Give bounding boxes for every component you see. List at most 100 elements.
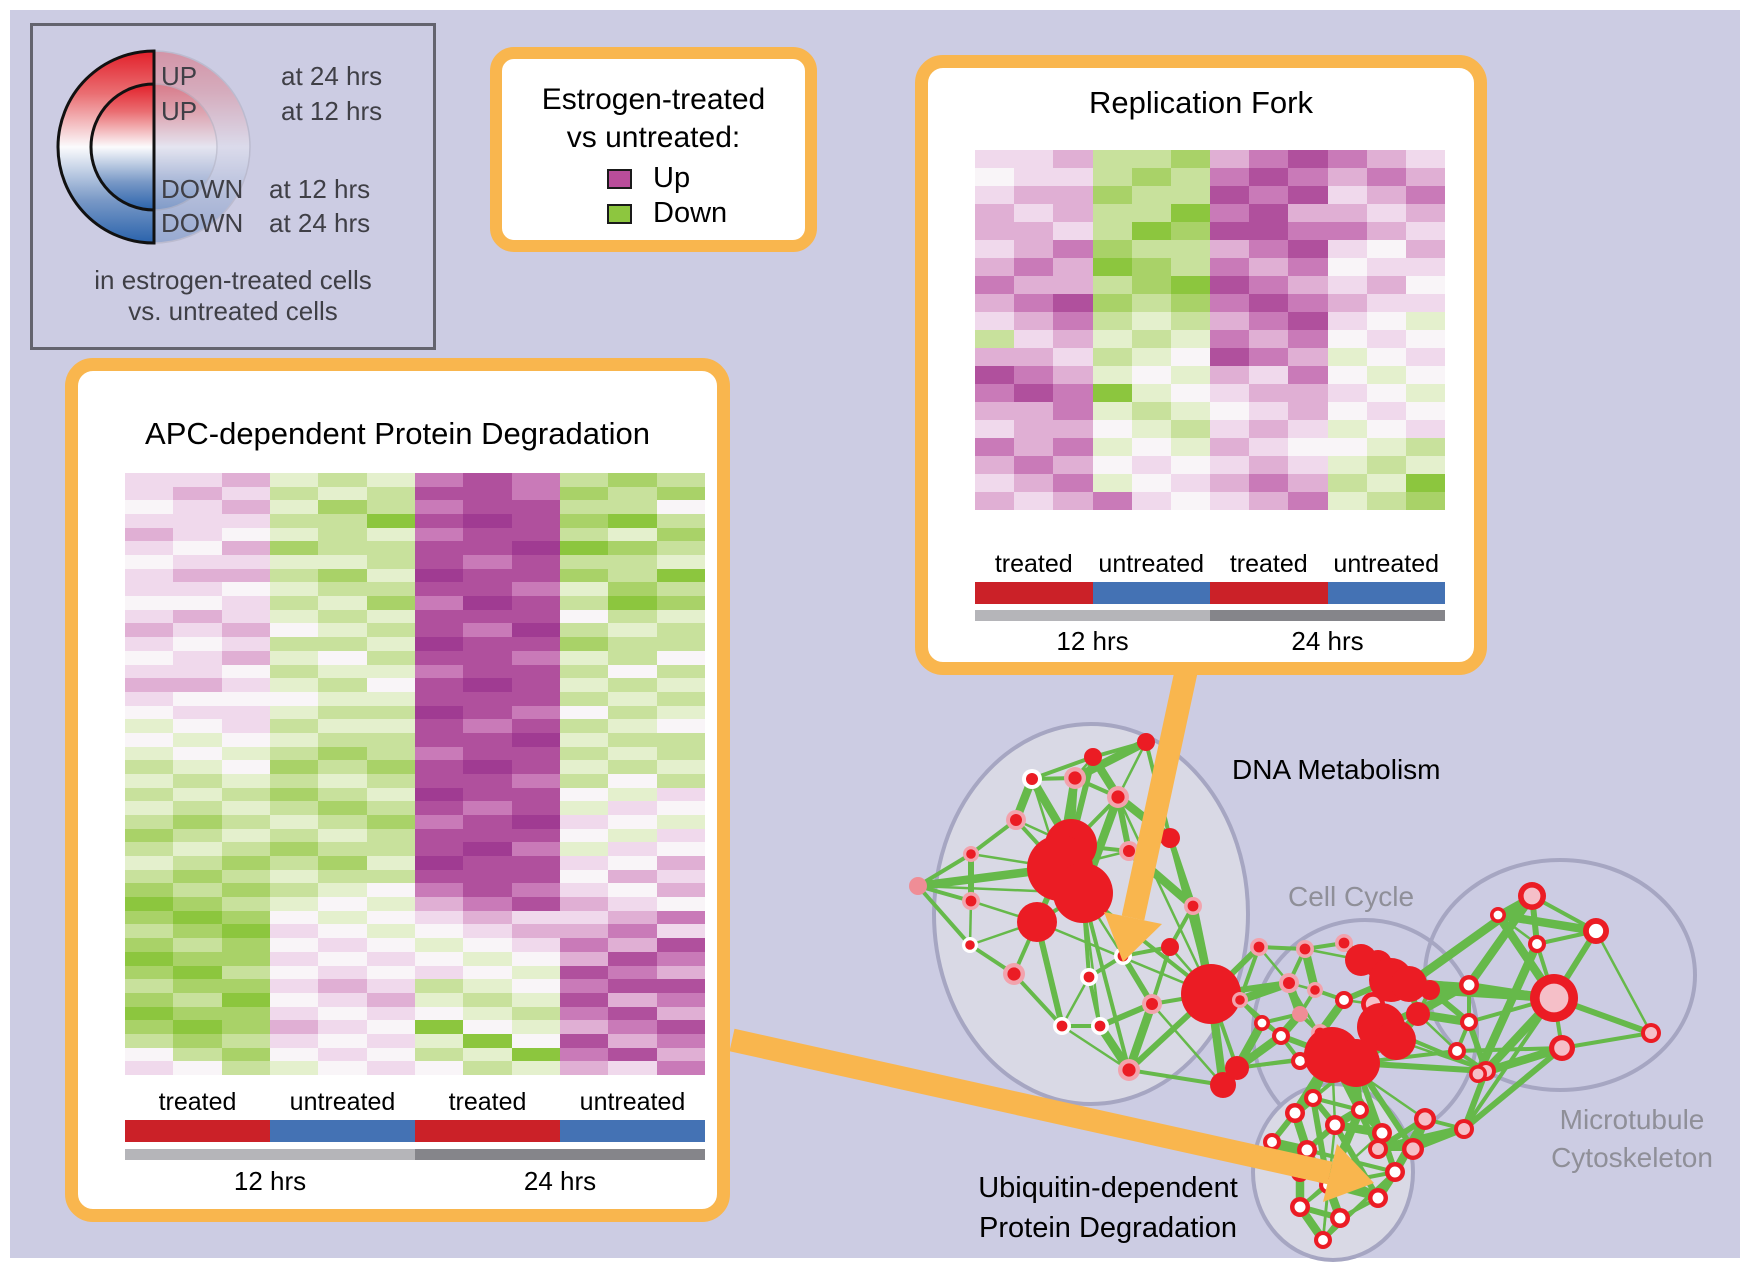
heatmap-cell — [1405, 222, 1445, 240]
heatmap-cell — [463, 732, 512, 747]
heatmap-cell — [318, 691, 367, 706]
heatmap-cell — [656, 965, 705, 980]
heatmap-cell — [366, 924, 415, 939]
heatmap-cell — [1288, 312, 1328, 330]
heatmap-cell — [656, 746, 705, 761]
heatmap-cell — [318, 650, 367, 665]
heatmap-cell — [1405, 402, 1445, 420]
heatmap-cell — [511, 500, 560, 515]
heatmap-cell — [366, 856, 415, 870]
heatmap-cell — [173, 705, 222, 720]
heatmap-cell — [975, 258, 1015, 276]
heatmap-cell — [125, 869, 174, 884]
heatmap-cell — [656, 514, 705, 528]
heatmap-cell — [1405, 384, 1445, 402]
heatmap-cell — [559, 746, 609, 761]
heatmap-cell — [269, 760, 319, 774]
heatmap-cell — [1053, 150, 1093, 168]
heatmap-cell — [608, 678, 657, 692]
network-edge — [1321, 1170, 1397, 1242]
heatmap-cell — [318, 555, 367, 569]
heatmap-cell — [1053, 294, 1093, 312]
heatmap-cell — [366, 746, 415, 761]
heatmap-cell — [511, 705, 560, 720]
heatmap-cell — [656, 856, 705, 870]
heatmap-cell — [1288, 240, 1328, 258]
heatmap-cell — [1053, 240, 1093, 258]
heatmap-cell — [269, 1020, 319, 1034]
gene-node-center — [1554, 1040, 1570, 1056]
heatmap-cell — [269, 938, 319, 952]
heatmap-cell — [559, 637, 609, 651]
heatmap-cell — [318, 486, 367, 501]
heatmap-cell — [463, 787, 512, 802]
heatmap-cell — [511, 842, 560, 857]
heatmap-cell — [1210, 240, 1250, 258]
heatmap-cell — [221, 773, 270, 788]
heatmap-cell — [414, 801, 464, 816]
heatmap-cell — [1327, 186, 1367, 204]
ubiquitin-label-line1: Ubiquitin-dependent — [978, 1172, 1238, 1204]
heatmap-cell — [1210, 186, 1250, 204]
heatmap-cell — [1131, 438, 1171, 456]
heatmap-cell — [559, 664, 609, 679]
heatmap-cell — [1210, 384, 1250, 402]
network-edge — [1124, 1002, 1157, 1072]
apc-panel-title: APC-dependent Protein Degradation — [145, 416, 650, 451]
heatmap-cell — [366, 815, 415, 829]
gene-node-core — [1007, 967, 1021, 981]
heatmap-cell — [656, 1006, 705, 1021]
heatmap-cell — [1092, 438, 1132, 456]
heatmap-cell — [1327, 168, 1367, 186]
heatmap-cell — [608, 691, 657, 706]
heatmap-cell — [1053, 258, 1093, 276]
treated-bar-segment — [125, 1120, 270, 1142]
heatmap-cell — [125, 924, 174, 939]
heatmap-cell — [511, 1033, 560, 1048]
heatmap-cell — [269, 856, 319, 870]
heatmap-cell — [1170, 348, 1210, 366]
heatmap-cell — [608, 527, 657, 542]
heatmap-cell — [414, 732, 464, 747]
heatmap-cell — [366, 664, 415, 679]
heatmap-cell — [656, 760, 705, 774]
heatmap-cell — [1131, 456, 1171, 474]
heatmap-cell — [975, 168, 1015, 186]
rf-time-labels: 12 hrs 24 hrs — [975, 626, 1445, 656]
heatmap-cell — [173, 691, 222, 706]
heatmap-cell — [608, 910, 657, 925]
heatmap-cell — [1092, 150, 1132, 168]
heatmap-cell — [975, 348, 1015, 366]
gene-node-core — [1111, 790, 1125, 804]
heatmap-cell — [221, 609, 270, 624]
heatmap-cell — [975, 276, 1015, 294]
heatmap-cell — [1249, 438, 1289, 456]
heatmap-cell — [1327, 204, 1367, 222]
heatmap-cell — [1131, 150, 1171, 168]
heatmap-cell — [608, 828, 657, 843]
gene-node-center — [1339, 995, 1349, 1005]
heatmap-cell — [366, 1061, 415, 1075]
heatmap-cell — [608, 815, 657, 829]
heatmap-cell — [975, 240, 1015, 258]
heatmap-cell — [173, 787, 222, 802]
heatmap-cell — [1249, 186, 1289, 204]
heatmap-cell — [1170, 420, 1210, 438]
heatmap-cell — [366, 1006, 415, 1021]
heatmap-cell — [173, 541, 222, 556]
heatmap-cell — [318, 815, 367, 829]
heatmap-cell — [1249, 204, 1289, 222]
gene-node — [1161, 938, 1179, 956]
heatmap-cell — [269, 664, 319, 679]
estrogen-legend-title-line2: vs untreated: — [566, 121, 741, 154]
network-edge — [1012, 972, 1064, 1028]
heatmap-cell — [125, 883, 174, 898]
heatmap-cell — [366, 1047, 415, 1062]
heatmap-cell — [318, 760, 367, 774]
heatmap-cell — [125, 555, 174, 569]
heatmap-cell — [1210, 168, 1250, 186]
heatmap-cell — [221, 678, 270, 692]
heatmap-cell — [221, 883, 270, 898]
heatmap-cell — [1014, 294, 1054, 312]
heatmap-cell — [269, 609, 319, 624]
